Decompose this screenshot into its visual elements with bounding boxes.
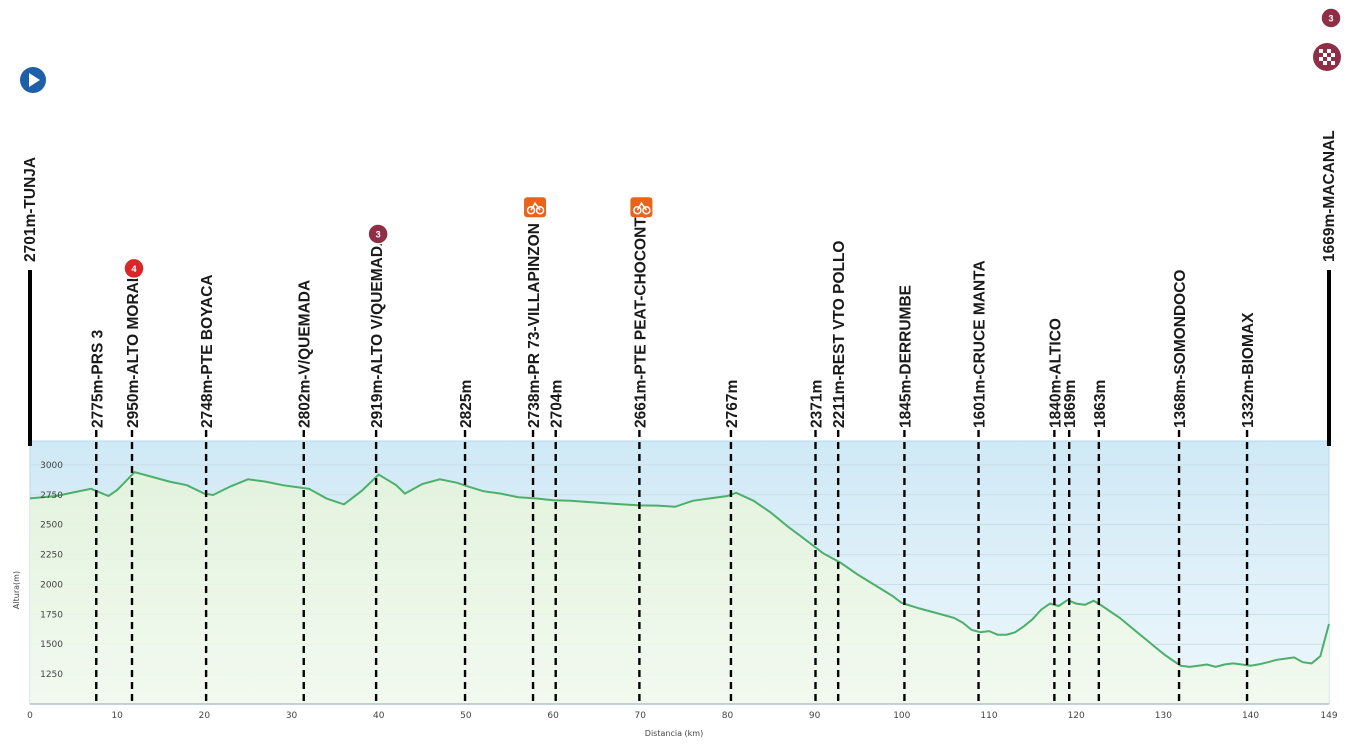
climb-category-badge: [367, 223, 389, 245]
x-tick-label: 130: [1155, 711, 1172, 721]
x-tick-label: 60: [547, 711, 559, 721]
point-label-2775m-prs-3: 2775m-PRS 3: [89, 329, 106, 428]
x-tick-label: 149: [1320, 711, 1337, 721]
point-label-1845m-derrumbe: 1845m-DERRUMBE: [897, 285, 914, 428]
start-play-glyph: [29, 73, 40, 87]
y-tick-label: 2500: [40, 521, 63, 531]
x-tick-label: 20: [199, 711, 211, 721]
x-tick-label: 50: [460, 711, 472, 721]
x-tick-label: 40: [373, 711, 385, 721]
point-label-2825m: 2825m: [458, 380, 475, 428]
point-label-2701m-tunja: 2701m-TUNJA: [22, 157, 39, 262]
point-label-2371m: 2371m: [809, 380, 826, 428]
x-tick-label: 90: [809, 711, 821, 721]
point-label-2661m-pte-peat-choconta: 2661m-PTE PEAT-CHOCONTA: [632, 207, 649, 428]
y-tick-label: 2750: [40, 491, 63, 501]
point-label-2748m-pte-boyaca: 2748m-PTE BOYACA: [199, 274, 216, 428]
finish-flag-square: [1323, 53, 1327, 57]
x-tick-label: 110: [980, 711, 997, 721]
point-label-1869m: 1869m: [1062, 380, 1079, 428]
x-tick-label: 140: [1242, 711, 1259, 721]
point-label-2950m-alto-moral: 2950m-ALTO MORAL: [125, 273, 142, 428]
point-label-2919m-alto-v-quemada: 2919m-ALTO V/QUEMADA: [369, 235, 386, 428]
point-label-2704m: 2704m: [549, 380, 566, 428]
profile-area: [30, 472, 1329, 704]
finish-flag-square: [1331, 53, 1335, 57]
climb-category-number: 4: [131, 264, 136, 274]
x-tick-label: 120: [1068, 711, 1085, 721]
x-tick-label: 80: [722, 711, 734, 721]
point-label-1368m-somondoco: 1368m-SOMONDOCO: [1172, 270, 1189, 428]
x-tick-label: 0: [27, 711, 33, 721]
finish-flag-square: [1331, 61, 1335, 65]
y-tick-label: 1750: [40, 610, 63, 620]
finish-flag-square: [1323, 61, 1327, 65]
sprint-frame: [530, 201, 541, 211]
sprint-wheel: [526, 205, 536, 215]
x-tick-label: 30: [286, 711, 298, 721]
profile-line: [29, 470, 1330, 668]
point-label-1669m-macanal: 1669m-MACANAL: [1321, 130, 1338, 262]
finish-flag-square: [1319, 57, 1323, 61]
climb-category-badge: [123, 257, 145, 280]
sprint-icon: [630, 197, 653, 218]
sprint-wheel: [642, 205, 651, 215]
finish-flag-square: [1327, 49, 1331, 53]
point-label-1601m-cruce-manta: 1601m-CRUCE MANTA: [972, 260, 989, 428]
point-label-2802m-v-quemada: 2802m-V/QUEMADA: [297, 280, 314, 428]
point-label-1863m: 1863m: [1092, 380, 1109, 428]
point-label-2767m: 2767m: [724, 380, 741, 428]
point-label-1840m-altico: 1840m-ALTICO: [1047, 318, 1064, 428]
y-tick-label: 3000: [40, 461, 63, 471]
x-tick-label: 100: [893, 711, 910, 721]
sprint-frame: [636, 201, 648, 211]
y-tick-label: 1250: [40, 670, 63, 680]
climb-category-badge: [1320, 7, 1342, 29]
x-axis-label: Distancia (km): [645, 729, 703, 738]
y-axis-label: Altura(m): [12, 571, 21, 609]
finish-flag-square: [1327, 57, 1331, 61]
point-label-1332m-biomax: 1332m-BIOMAX: [1240, 312, 1257, 428]
y-tick-label: 2250: [40, 551, 63, 561]
finish-flag-square: [1319, 49, 1323, 53]
y-tick-label: 1500: [40, 640, 63, 650]
climb-category-number: 3: [1328, 14, 1333, 24]
sprint-wheel: [633, 205, 642, 215]
sprint-icon: [524, 197, 547, 218]
sprint-wheel: [535, 205, 545, 215]
climb-category-number: 3: [376, 230, 381, 240]
y-tick-label: 2000: [40, 580, 63, 590]
point-label-2738m-pr-73-villapinzon: 2738m-PR 73-VILLAPINZON: [526, 223, 543, 428]
x-tick-label: 70: [635, 711, 647, 721]
x-tick-label: 10: [111, 711, 123, 721]
point-label-2211m-rest-vto-pollo: 2211m-REST VTO POLLO: [831, 241, 848, 429]
